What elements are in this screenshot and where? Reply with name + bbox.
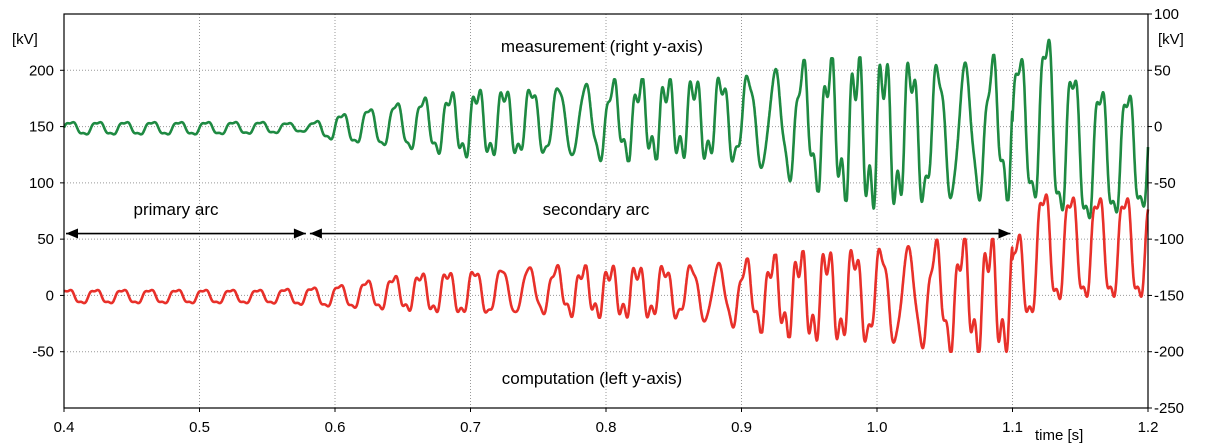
y-right-tick-label: -250: [1154, 400, 1184, 417]
y-left-tick-label: 200: [29, 62, 54, 79]
x-tick-label: 0.4: [54, 419, 75, 436]
primary-arc-arrow-head-left: [66, 228, 78, 239]
primary-arc-arrow-head-right: [293, 228, 306, 239]
x-tick-label: 1.2: [1138, 419, 1159, 436]
x-tick-label: 0.9: [731, 419, 752, 436]
secondary-arc-label: secondary arc: [543, 200, 650, 219]
measurement-label: measurement (right y-axis): [501, 37, 703, 56]
tick-labels: 0.4 0.5 0.6 0.7 0.8 0.9 1.0 1.1 1.2 -50 0 50 100 150 2…: [29, 6, 1184, 436]
measurement-series-line: [62, 38, 1150, 220]
arc-arrows: [66, 228, 1011, 239]
secondary-arc-arrow-head-left: [309, 228, 322, 239]
y-right-tick-label: 50: [1154, 62, 1171, 79]
y-left-tick-label: 150: [29, 119, 54, 136]
y-right-tick-label: 100: [1154, 6, 1179, 23]
x-tick-label: 1.0: [867, 419, 888, 436]
y-right-tick-label: -50: [1154, 175, 1176, 192]
computation-series-line: [63, 193, 1150, 354]
y-left-unit: [kV]: [12, 31, 38, 48]
y-left-tick-label: 100: [29, 175, 54, 192]
y-right-tick-label: -150: [1154, 287, 1184, 304]
x-axis-label: time [s]: [1035, 427, 1083, 444]
computation-label: computation (left y-axis): [502, 369, 682, 388]
primary-arc-label: primary arc: [133, 200, 219, 219]
y-right-tick-label: 0: [1154, 119, 1162, 136]
x-tick-label: 0.5: [189, 419, 210, 436]
x-tick-label: 0.7: [460, 419, 481, 436]
y-right-unit: [kV]: [1158, 31, 1184, 48]
y-left-tick-label: 50: [37, 231, 54, 248]
secondary-arc-arrow-head-right: [998, 228, 1011, 239]
y-right-tick-label: -200: [1154, 344, 1184, 361]
y-left-tick-label: -50: [32, 344, 54, 361]
x-tick-label: 0.8: [596, 419, 617, 436]
x-tick-label: 1.1: [1002, 419, 1023, 436]
y-right-tick-label: -100: [1154, 231, 1184, 248]
series-layer: [62, 38, 1150, 354]
y-left-tick-label: 0: [46, 287, 54, 304]
x-tick-label: 0.6: [325, 419, 346, 436]
